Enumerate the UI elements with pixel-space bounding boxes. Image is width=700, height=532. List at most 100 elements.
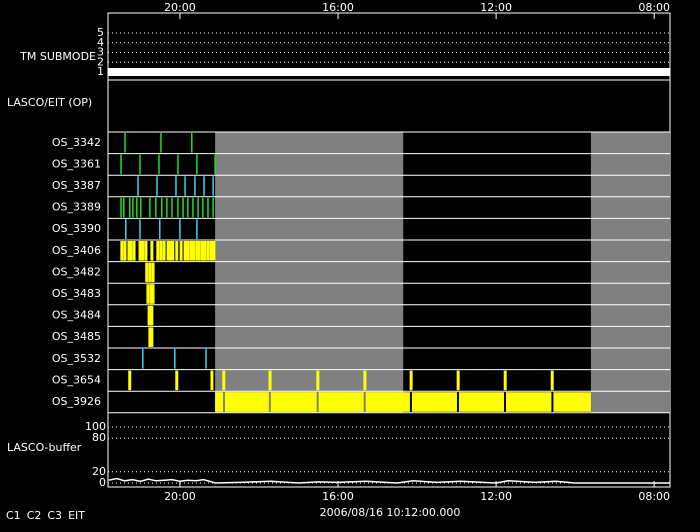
event (177, 197, 179, 218)
row-label: OS_3390 (52, 222, 101, 235)
event (196, 219, 198, 239)
buffer-tick-label: 100 (85, 420, 106, 433)
row-label: OS_3361 (52, 157, 101, 170)
event (363, 370, 367, 391)
event (268, 370, 272, 391)
event (150, 305, 154, 326)
event (196, 154, 198, 175)
event-span (365, 392, 410, 412)
tm-tick-label: 5 (97, 26, 104, 39)
event (127, 241, 131, 261)
event (132, 241, 136, 261)
event (146, 284, 150, 304)
event (212, 241, 216, 261)
x-tick-label: 12:00 (480, 490, 512, 503)
event (139, 219, 141, 239)
event (128, 197, 131, 218)
tm-submode-bar (108, 68, 670, 76)
row-label: OS_3482 (52, 265, 101, 278)
event (212, 197, 214, 218)
x-tick-label-top: 08:00 (638, 1, 670, 14)
x-tick-label: 16:00 (322, 490, 354, 503)
event (207, 197, 209, 218)
event-span (318, 392, 364, 412)
event (212, 176, 214, 196)
event (179, 219, 181, 239)
event (222, 370, 226, 391)
event (123, 241, 127, 261)
event (166, 241, 170, 261)
event (175, 370, 179, 391)
legend-entry: C2 (27, 509, 42, 522)
event (175, 176, 177, 196)
event (125, 219, 127, 239)
event (137, 176, 139, 196)
event (183, 241, 187, 261)
event (166, 197, 168, 218)
event-span (215, 392, 224, 412)
event (316, 370, 320, 391)
event (139, 154, 141, 175)
event (162, 241, 166, 261)
event (214, 154, 216, 175)
event (209, 241, 213, 261)
event (409, 370, 413, 391)
row-label: OS_3483 (52, 287, 101, 300)
event (205, 349, 207, 369)
buffer-tick-label: 20 (92, 465, 106, 478)
event (159, 241, 163, 261)
event (197, 241, 201, 261)
x-tick-label: 08:00 (638, 490, 670, 503)
event (550, 370, 554, 391)
tm-tick-label: 3 (97, 46, 104, 59)
event (138, 241, 142, 261)
x-tick-label-top: 20:00 (164, 1, 196, 14)
row-label: OS_3387 (52, 179, 101, 192)
event (128, 370, 132, 391)
tm-tick-label: 4 (97, 36, 104, 49)
event-span (553, 392, 591, 412)
tm-tick-label: 2 (97, 55, 104, 68)
event-span (458, 392, 505, 412)
event (136, 197, 138, 218)
lasco-eit-label: LASCO/EIT (OP) (7, 96, 92, 109)
event (141, 241, 145, 261)
row-label: OS_3926 (52, 395, 101, 408)
event (192, 197, 194, 218)
event (197, 197, 199, 218)
event (191, 133, 193, 153)
event (144, 241, 148, 261)
event (120, 241, 124, 261)
event (174, 349, 176, 369)
event (142, 349, 144, 369)
row-label: OS_3484 (52, 309, 101, 322)
event (456, 370, 460, 391)
event (132, 197, 134, 218)
event (160, 133, 162, 153)
event (160, 197, 163, 218)
event-span (505, 392, 552, 412)
event (184, 176, 186, 196)
event-span (270, 392, 317, 412)
event-span (411, 392, 457, 412)
x-tick-label: 20:00 (164, 490, 196, 503)
event (169, 241, 173, 261)
event (155, 197, 157, 218)
event (140, 197, 142, 218)
event (202, 197, 204, 218)
event (145, 262, 149, 283)
event (171, 197, 173, 218)
event (195, 241, 199, 261)
event (177, 154, 179, 175)
event (149, 284, 153, 304)
event (158, 154, 160, 175)
tm-submode-label: TM SUBMODE (19, 50, 96, 63)
row-label: OS_3406 (52, 244, 101, 257)
event (179, 241, 183, 261)
data-gap (590, 132, 670, 413)
legend-entry: C1 (6, 509, 21, 522)
event (123, 197, 125, 218)
buffer-label: LASCO-buffer (7, 441, 82, 454)
event (151, 262, 155, 283)
